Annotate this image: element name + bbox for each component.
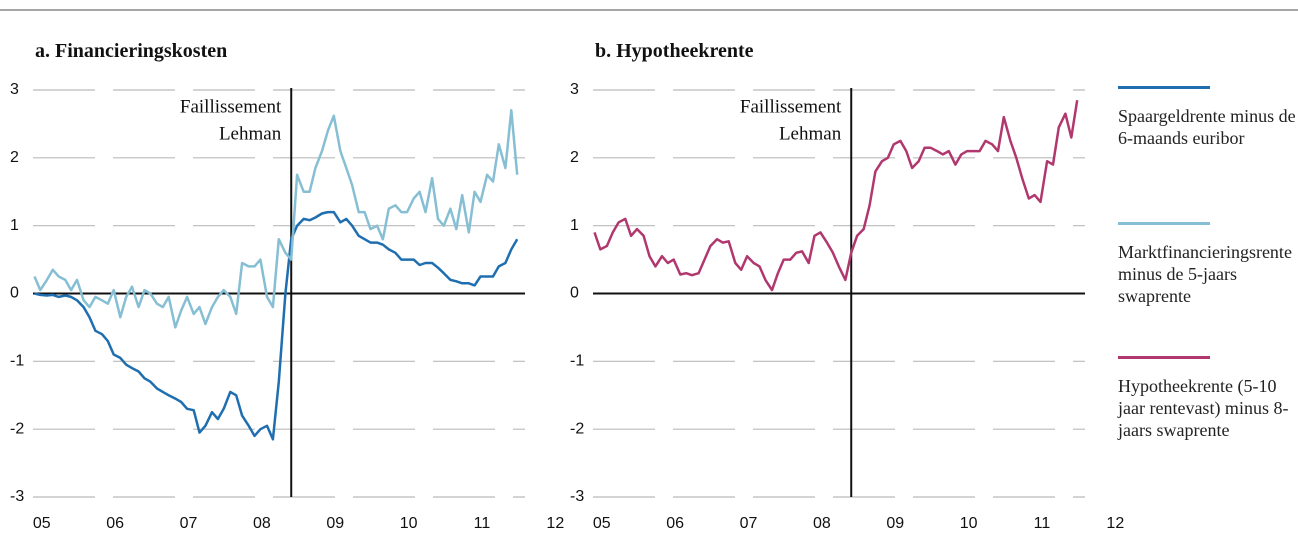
legend-swatch [1118, 222, 1210, 225]
x-tick-label: 07 [180, 515, 198, 532]
annotation: Lehman [219, 123, 282, 144]
x-tick-label: 12 [1106, 515, 1124, 532]
legend-swatch [1118, 86, 1210, 89]
y-tick-label: 1 [10, 217, 19, 234]
y-tick-label: 0 [570, 285, 579, 302]
annotation: Faillissement [180, 96, 282, 117]
legend-swatch [1118, 356, 1210, 359]
x-tick-label: 08 [253, 515, 271, 532]
annotation: Lehman [779, 123, 842, 144]
series-line [34, 210, 519, 441]
y-tick-label: 2 [10, 149, 19, 166]
x-tick-label: 10 [960, 515, 978, 532]
x-tick-label: 06 [106, 515, 124, 532]
legend-item: Spaargeldrente minus de 6-maands euribor [1118, 86, 1296, 149]
y-tick-label: -1 [10, 353, 24, 370]
series-line [33, 109, 519, 329]
y-tick-label: -2 [10, 420, 24, 437]
y-tick-label: -3 [570, 488, 584, 505]
x-tick-label: 12 [546, 515, 564, 532]
x-tick-label: 07 [740, 515, 758, 532]
annotation: Faillissement [740, 96, 842, 117]
series-line [593, 100, 1079, 292]
legend-item: Marktfinancieringsrente minus de 5-jaars… [1118, 222, 1296, 307]
x-tick-label: 08 [813, 515, 831, 532]
panel-title: a. Financieringskosten [35, 40, 227, 62]
x-tick-label: 06 [666, 515, 684, 532]
y-tick-label: 0 [10, 285, 19, 302]
legend-label: Marktfinancieringsrente minus de 5-jaars… [1118, 242, 1292, 306]
x-tick-label: 10 [400, 515, 418, 532]
y-tick-label: 1 [570, 217, 579, 234]
y-tick-label: -2 [570, 420, 584, 437]
legend-label: Hypotheekrente (5-10 jaar rentevast) min… [1118, 376, 1289, 440]
x-tick-label: 05 [33, 515, 51, 532]
panel-title: b. Hypotheekrente [595, 40, 754, 62]
y-tick-label: 3 [10, 81, 19, 98]
x-tick-label: 09 [886, 515, 904, 532]
x-tick-label: 09 [326, 515, 344, 532]
legend-label: Spaargeldrente minus de 6-maands euribor [1118, 106, 1296, 148]
y-tick-label: -1 [570, 353, 584, 370]
x-tick-label: 05 [593, 515, 611, 532]
y-tick-label: 2 [570, 149, 579, 166]
y-tick-label: 3 [570, 81, 579, 98]
legend-item: Hypotheekrente (5-10 jaar rentevast) min… [1118, 356, 1296, 441]
y-tick-label: -3 [10, 488, 24, 505]
x-tick-label: 11 [1034, 515, 1051, 532]
x-tick-label: 11 [474, 515, 491, 532]
